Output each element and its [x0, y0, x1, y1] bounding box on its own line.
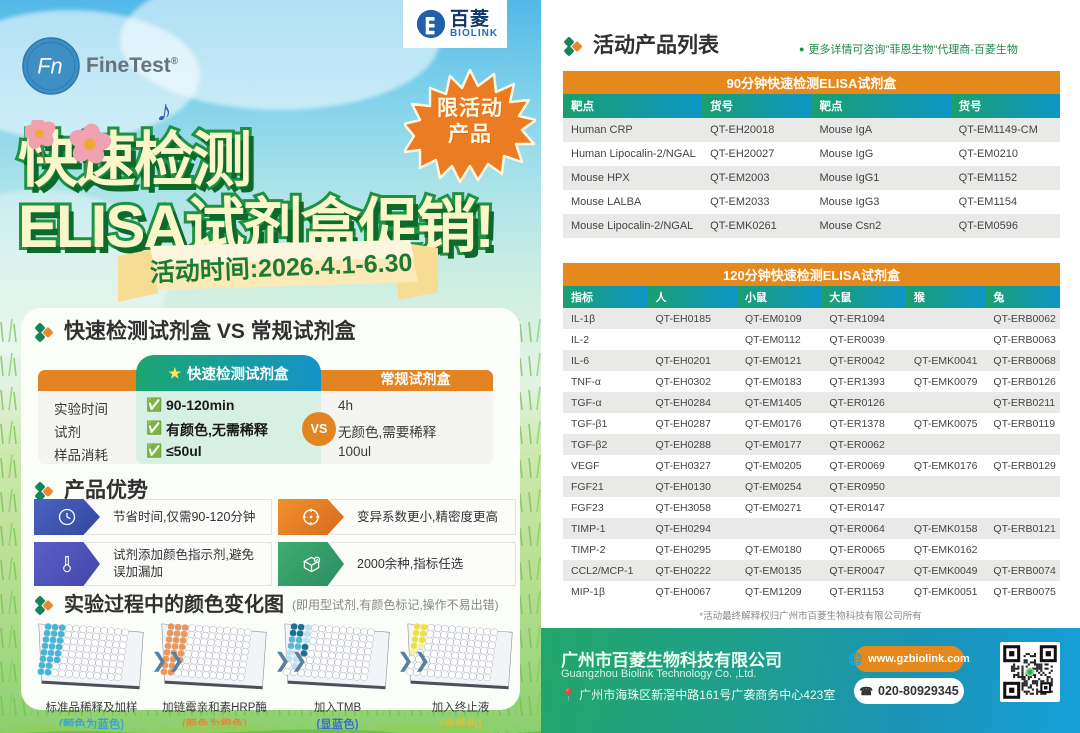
svg-text:Fn: Fn — [37, 53, 62, 78]
